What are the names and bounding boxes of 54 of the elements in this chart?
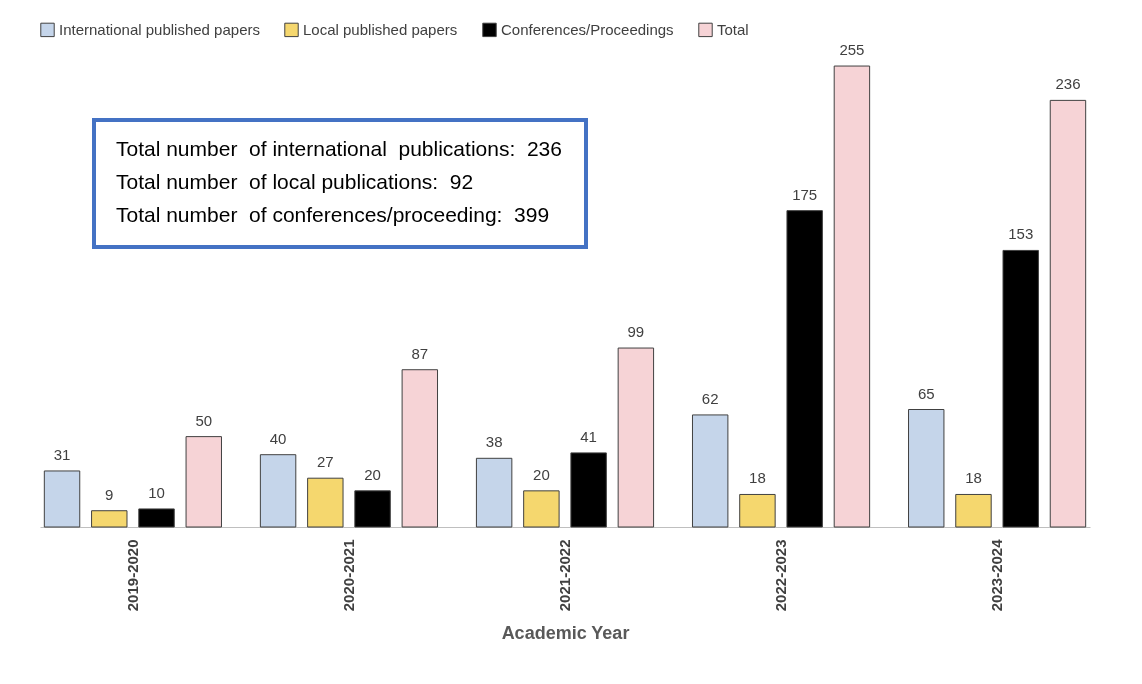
x-tick-label: 2023-2024 [988,538,1006,612]
data-label: 236 [1055,75,1081,93]
x-tick-label: 2021-2022 [556,539,573,612]
data-label: 31 [53,445,71,463]
data-label: 99 [627,323,645,341]
bar [786,210,823,528]
annotation: Total number of local publications: 92 [116,169,475,195]
data-label: 38 [485,433,503,451]
bar [354,490,391,528]
data-label: 20 [364,465,381,483]
bar [185,436,222,528]
bar [955,493,992,528]
x-tick-label: 2019-2020 [123,539,141,612]
annotation: Total number of international publications: 236 [116,136,562,162]
data-label: 41 [580,427,597,445]
bar [1049,99,1087,528]
bar [307,477,344,528]
bar [739,493,776,528]
annotation: Total number of conferences/proceeding: 399 [116,202,551,228]
text-box: Total number of international publications: 236 Total number of local publications: 92 Total number of conferences/proceeding: 399 [92,118,588,249]
legend-label: Total [717,20,749,38]
bar [617,347,655,528]
data-label: 40 [269,429,287,447]
bar [908,409,945,528]
x-tick-label: 2020-2021 [339,539,357,612]
data-label: 255 [839,41,865,59]
data-label: 18 [749,469,766,487]
bar [475,457,513,528]
bar [833,65,871,528]
legend-label: International published papers [59,20,260,38]
bar [91,510,128,528]
bar [523,490,560,528]
data-label: 153 [1008,225,1034,243]
legend-label: Conferences/Proceedings [501,20,674,38]
data-label: 50 [195,411,213,429]
data-label: 175 [792,185,818,203]
data-label: 27 [316,453,334,471]
bar [138,508,175,528]
data-label: 62 [701,389,719,407]
data-label: 20 [533,465,550,483]
bar [401,369,439,528]
bar [570,452,607,528]
x-tick-label: 2022-2023 [772,539,790,612]
x-axis-title: Academic Year [501,623,630,644]
data-label: 10 [148,483,165,501]
legend-label: Local published papers [303,20,458,38]
bar [259,454,297,528]
data-label: 9 [105,485,114,503]
bar [1002,249,1039,528]
data-label: 18 [965,469,982,487]
bar [691,414,729,528]
bar [43,470,81,528]
data-label: 65 [917,384,935,402]
data-label: 87 [411,344,429,362]
